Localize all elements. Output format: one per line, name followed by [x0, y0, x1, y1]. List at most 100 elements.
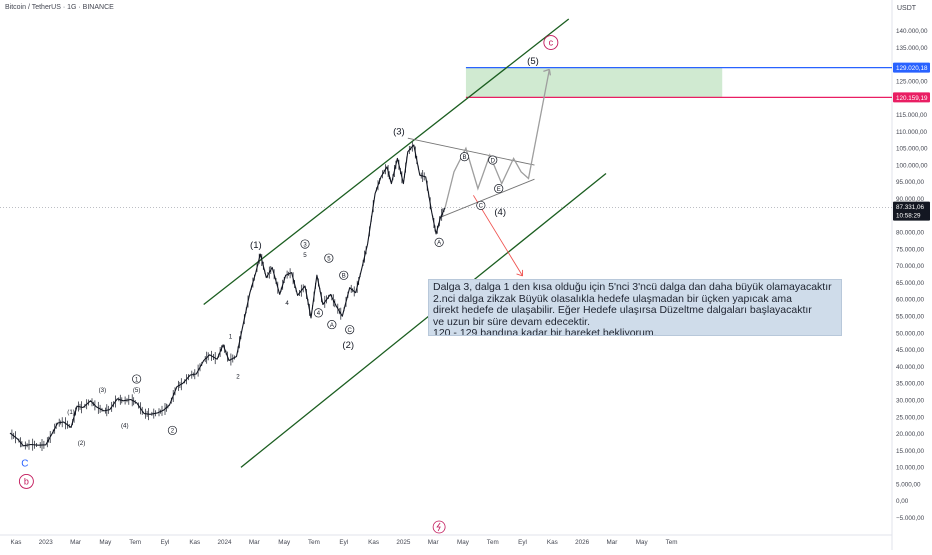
- lightning-icon: [436, 522, 441, 532]
- wave-label: 5: [303, 252, 307, 259]
- x-tick-label: Kas: [11, 539, 22, 546]
- y-tick-label: 65.000,00: [896, 280, 925, 287]
- x-tick-label: May: [636, 539, 649, 546]
- projection-arrow-head: [543, 68, 552, 76]
- y-tick-label: 90.000,00: [896, 196, 925, 203]
- degree-label-circle: [18, 473, 34, 489]
- y-tick-label: 45.000,00: [896, 347, 925, 354]
- countdown-label: 10:58:29: [896, 212, 921, 219]
- x-tick-label: Kas: [368, 539, 379, 546]
- wave-label-circle: [327, 320, 337, 330]
- wave-label: (3): [99, 387, 107, 394]
- triangle-top-line[interactable]: [407, 137, 535, 166]
- wave-label: E: [497, 187, 501, 193]
- wave-label: 2: [236, 374, 240, 381]
- y-tick-label: 70.000,00: [896, 263, 925, 270]
- x-tick-label: Tem: [129, 539, 141, 546]
- y-tick-label: 80.000,00: [896, 230, 925, 237]
- wave-label: (4): [494, 207, 506, 218]
- x-tick-label: 2024: [218, 539, 233, 546]
- x-tick-label: Eyl: [518, 539, 527, 546]
- price-series[interactable]: [9, 144, 446, 447]
- y-tick-label: 95.000,00: [896, 179, 925, 186]
- degree-label: c: [549, 38, 554, 48]
- y-tick-label: 40.000,00: [896, 364, 925, 371]
- current-price-label: 87.331,06: [896, 204, 925, 211]
- x-tick-label: 2025: [396, 539, 411, 546]
- target-zone[interactable]: [465, 67, 723, 98]
- wave-label-circle: [339, 270, 349, 280]
- x-tick-label: Eyl: [161, 539, 170, 546]
- x-tick-label: Kas: [547, 539, 558, 546]
- wave-label: A: [437, 241, 441, 247]
- channel-lower-line[interactable]: [240, 172, 607, 468]
- y-tick-label: 140.000,00: [896, 28, 928, 35]
- x-tick-label: Tem: [308, 539, 320, 546]
- degree-label: b: [24, 476, 29, 486]
- wave-label: A: [330, 323, 334, 329]
- wave-label: C: [479, 204, 484, 210]
- projection-path[interactable]: [444, 69, 551, 208]
- wave-label-circle: [313, 308, 323, 318]
- price-badge-label: 129.020,18: [896, 65, 928, 72]
- wave-label-circle: [434, 237, 444, 247]
- y-tick-label: 5.000,00: [896, 481, 921, 488]
- y-tick-label: −5.000,00: [896, 515, 925, 522]
- wave-label: 2: [171, 429, 175, 435]
- wave-label-circle: [476, 200, 486, 210]
- wave-label: 4: [285, 300, 289, 307]
- price-badge: [893, 62, 930, 73]
- note-line-4: ve uzun bir süre devam edecektir.: [433, 315, 590, 328]
- x-tick-label: Mar: [70, 539, 81, 546]
- wave-label-circle: [324, 253, 334, 263]
- y-tick-label: 15.000,00: [896, 448, 925, 455]
- y-tick-label: 60.000,00: [896, 297, 925, 304]
- y-tick-label: 20.000,00: [896, 431, 925, 438]
- wave-label: C: [348, 328, 353, 334]
- y-tick-label: 75.000,00: [896, 246, 925, 253]
- triangle-bottom-line[interactable]: [440, 178, 535, 218]
- wave-label-circle: [167, 425, 177, 435]
- note-line-5: 120 - 129 bandına kadar bir hareket bekl…: [433, 327, 657, 336]
- price-badge-label: 120.159,19: [896, 95, 928, 102]
- note-line-1: Dalga 3, dalga 1 den kısa olduğu için 5'…: [433, 281, 832, 293]
- wave-label: 3: [303, 242, 307, 248]
- x-tick-label: 2023: [39, 539, 54, 546]
- wave-label: (3): [393, 127, 405, 138]
- note-line-2: 2.nci dalga zikzak Büyük olasalıkla hede…: [433, 292, 792, 305]
- y-tick-label: 25.000,00: [896, 414, 925, 421]
- y-tick-label: 35.000,00: [896, 381, 925, 388]
- analysis-note[interactable]: Dalga 3, dalga 1 den kısa olduğu için 5'…: [428, 279, 842, 336]
- wave-label-circle: [300, 239, 310, 249]
- x-tick-label: Mar: [607, 539, 618, 546]
- red-arrow-head: [516, 269, 524, 277]
- degree-label: C: [21, 458, 28, 469]
- y-tick-label: 50.000,00: [896, 330, 925, 337]
- wave-label-circle: [345, 325, 355, 335]
- y-tick-label: 125.000,00: [896, 78, 928, 85]
- wave-label: 4: [317, 311, 321, 317]
- y-tick-label: 55.000,00: [896, 314, 925, 321]
- wave-label: (1): [250, 240, 262, 251]
- x-tick-label: Tem: [487, 539, 499, 546]
- channel-upper-line[interactable]: [203, 18, 570, 305]
- wave-label: B: [342, 274, 346, 280]
- degree-label-circle: [543, 35, 559, 50]
- wave-label: (5): [527, 56, 539, 67]
- wave-label: D: [491, 158, 496, 164]
- x-tick-label: May: [278, 539, 291, 546]
- wave-label-circle: [494, 184, 504, 194]
- y-tick-label: 0,00: [896, 498, 909, 505]
- x-tick-label: Eyl: [339, 539, 348, 546]
- price-badge: [893, 92, 930, 103]
- symbol-title: Bitcoin / TetherUS · 1G · BINANCE: [5, 4, 114, 11]
- y-tick-label: 110.000,00: [896, 129, 928, 136]
- x-tick-label: May: [457, 539, 470, 546]
- wave-label: B: [462, 155, 466, 161]
- y-tick-label: 115.000,00: [896, 112, 928, 119]
- y-tick-label: 105.000,00: [896, 146, 928, 153]
- x-tick-label: 2026: [575, 539, 590, 546]
- note-line-3: direkt hedefe de ulaşabilir. Eğer Hedefe…: [433, 304, 812, 316]
